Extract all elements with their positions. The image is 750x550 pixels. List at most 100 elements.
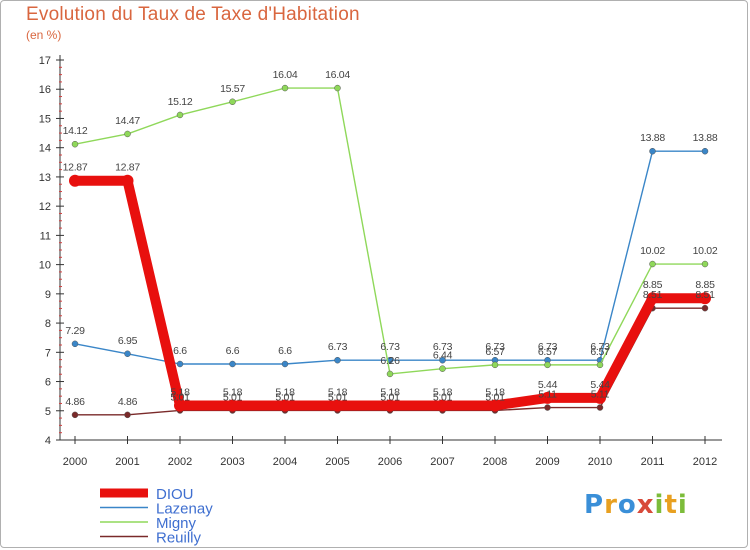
x-tick-label: 2005 [325, 456, 349, 468]
data-label-reuilly: 5.11 [591, 389, 610, 401]
point-diou [489, 399, 501, 412]
data-label-diou: 5.44 [538, 379, 558, 391]
y-tick-label: 14 [39, 143, 51, 155]
legend-label-reuilly: Reuilly [156, 530, 202, 547]
point-lazenay [439, 356, 446, 364]
data-label-lazenay: 13.88 [640, 132, 665, 144]
point-migny [124, 130, 131, 138]
legend-label-lazenay: Lazenay [156, 501, 213, 518]
data-label-migny: 6.57 [590, 346, 610, 358]
x-tick-label: 2004 [273, 456, 297, 468]
point-diou [69, 174, 81, 187]
data-label-diou: 5.18 [380, 387, 400, 399]
y-tick-label: 11 [40, 230, 51, 242]
chart-subtitle: (en %) [26, 28, 62, 42]
x-tick-label: 2003 [220, 456, 244, 468]
y-tick-label: 4 [45, 435, 51, 447]
data-label-diou: 12.87 [63, 162, 88, 174]
x-tick-label: 2007 [430, 456, 454, 468]
y-tick-label: 17 [39, 55, 51, 67]
data-label-diou: 8.85 [643, 279, 663, 291]
data-label-migny: 16.04 [273, 69, 298, 81]
legend-label-migny: Migny [156, 515, 197, 532]
x-tick-label: 2009 [535, 456, 559, 468]
data-label-migny: 6.57 [485, 346, 505, 358]
data-label-diou: 5.18 [223, 387, 243, 399]
data-label-lazenay: 6.73 [538, 341, 558, 353]
x-tick-label: 2001 [115, 456, 139, 468]
data-label-reuilly: 5.11 [538, 389, 557, 401]
data-label-reuilly: 4.86 [118, 396, 138, 408]
point-lazenay [71, 340, 79, 348]
data-label-lazenay: 6.73 [433, 341, 453, 353]
x-tick-label: 2010 [588, 456, 612, 468]
series-line-lazenay [74, 150, 705, 365]
point-migny [71, 140, 79, 148]
y-tick-label: 8 [45, 318, 51, 330]
data-label-lazenay: 6.73 [590, 341, 610, 353]
point-migny [229, 98, 236, 106]
point-diou [279, 399, 291, 412]
x-tick-label: 2006 [378, 456, 402, 468]
point-lazenay [649, 147, 656, 155]
data-label-migny: 15.12 [168, 96, 193, 108]
data-label-reuilly: 8.51 [695, 289, 715, 301]
point-reuilly [544, 404, 551, 411]
data-label-diou: 12.87 [115, 162, 140, 174]
data-label-lazenay: 6.73 [328, 341, 348, 353]
data-label-reuilly: 5.01 [328, 391, 348, 403]
data-label-diou: 5.18 [170, 387, 190, 399]
data-label-diou: 5.18 [328, 387, 348, 399]
data-label-lazenay: 6.6 [278, 345, 292, 357]
point-diou [541, 391, 554, 404]
data-label-diou: 5.44 [590, 379, 610, 391]
point-diou [226, 399, 239, 412]
y-tick-label: 5 [45, 406, 51, 418]
data-label-reuilly: 5.01 [223, 391, 243, 403]
point-diou [331, 399, 344, 412]
y-tick-label: 16 [39, 84, 51, 96]
y-tick-label: 7 [45, 347, 51, 359]
x-tick-label: 2012 [693, 456, 717, 468]
y-tick-label: 10 [39, 260, 51, 272]
data-label-reuilly: 4.86 [65, 396, 85, 408]
data-labels: 7.29 6.95 6.6 6.6 6.6 6.73 6.73 6.73 6.73 6.73 6.7… [63, 69, 719, 408]
x-tick-label: 2000 [63, 456, 87, 468]
point-reuilly [701, 304, 709, 312]
point-migny [701, 260, 709, 268]
chart-title: Evolution du Taux de Taxe d'Habitation [26, 4, 360, 25]
point-reuilly [596, 404, 604, 411]
data-label-lazenay: 6.6 [173, 345, 187, 357]
point-lazenay [176, 360, 184, 368]
point-migny [491, 361, 499, 369]
point-lazenay [281, 360, 289, 368]
series-layer [69, 84, 711, 419]
point-lazenay [334, 356, 341, 364]
point-migny [334, 84, 341, 92]
data-label-diou: 8.85 [695, 279, 715, 291]
data-label-migny: 10.02 [693, 245, 718, 257]
point-migny [176, 111, 184, 119]
data-label-migny: 15.57 [220, 83, 245, 95]
data-label-lazenay: 6.73 [380, 341, 400, 353]
data-label-diou: 5.18 [275, 387, 295, 399]
data-label-migny: 14.47 [115, 115, 140, 127]
point-diou [121, 174, 134, 187]
axes: 4 5 6 7 8 9 10 11 12 13 14 15 16 17 2000 2001 2002 2003 20… [39, 55, 722, 468]
y-tick-label: 13 [39, 172, 51, 184]
series-line-migny [74, 87, 705, 375]
point-lazenay [229, 360, 236, 368]
point-lazenay [701, 147, 709, 155]
x-tick-label: 2002 [168, 456, 192, 468]
data-label-lazenay: 6.95 [118, 335, 138, 347]
point-diou [384, 399, 396, 412]
y-tick-label: 6 [45, 377, 51, 389]
proxiti-logo: Proxiti [584, 490, 688, 520]
y-tick-label: 9 [45, 289, 51, 301]
point-diou [699, 292, 711, 305]
data-label-reuilly: 5.01 [380, 391, 400, 403]
data-label-lazenay: 7.29 [65, 325, 85, 337]
point-diou [436, 399, 449, 412]
